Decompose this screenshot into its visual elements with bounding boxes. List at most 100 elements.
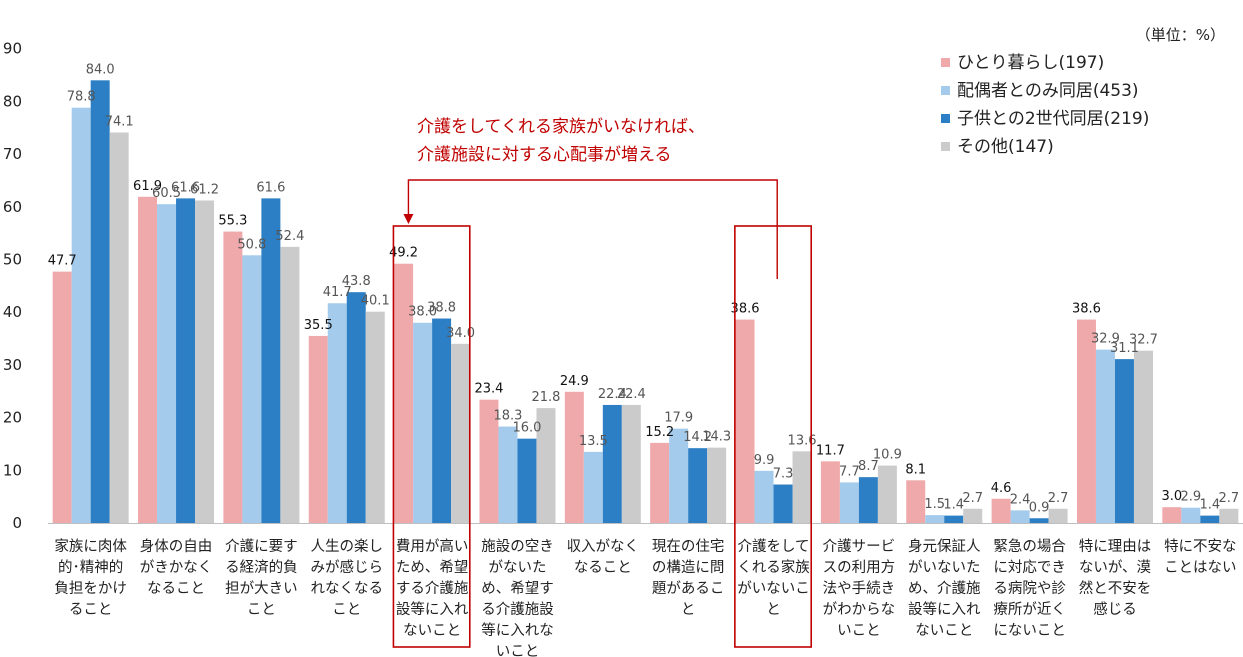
bar: [877, 465, 897, 523]
annotation-text: 介護施設に対する心配事が増える: [417, 145, 672, 165]
y-tick-label: 80: [3, 92, 22, 110]
unit-label: （単位：%）: [1136, 26, 1225, 44]
bar: [1076, 319, 1096, 523]
data-label: 11.7: [816, 443, 845, 458]
category-label: 緊急の場合に対応できる病院や診療所が近くにないこと: [993, 538, 1066, 639]
legend-swatch: [941, 142, 950, 151]
bar: [109, 132, 129, 524]
data-label: 60.5: [152, 186, 181, 201]
data-label: 61.2: [190, 182, 219, 197]
bar: [906, 480, 926, 523]
bar: [176, 198, 196, 524]
bar: [1048, 508, 1068, 523]
data-label: 17.9: [664, 411, 693, 426]
bar: [52, 271, 72, 523]
data-label: 16.0: [512, 421, 541, 436]
legend-swatch: [941, 114, 950, 123]
data-label: 38.0: [408, 305, 437, 320]
y-tick-label: 10: [3, 461, 22, 479]
y-tick-label: 70: [3, 145, 22, 163]
data-label: 8.7: [858, 459, 879, 474]
data-label: 38.6: [1072, 302, 1101, 317]
bar: [602, 404, 622, 523]
bar: [1162, 507, 1182, 523]
bar: [564, 391, 584, 523]
bar: [688, 448, 708, 523]
bar: [1181, 507, 1201, 523]
category-label: 特に不安なことはない: [1164, 538, 1237, 576]
data-label: 24.9: [560, 374, 589, 389]
bar: [1219, 508, 1239, 523]
annotation-text: 介護をしてくれる家族がいなければ、: [417, 117, 705, 137]
data-label: 13.6: [788, 433, 817, 448]
bar: [707, 447, 727, 523]
data-label: 9.9: [754, 453, 775, 468]
category-label: 費用が高いため、希望する介護施設等に入れないこと: [396, 538, 469, 639]
bar: [621, 404, 641, 523]
data-label: 61.6: [171, 180, 200, 195]
bar: [1114, 359, 1134, 523]
data-label: 50.8: [237, 237, 266, 252]
data-label: 32.9: [1091, 332, 1120, 347]
data-label: 47.7: [48, 254, 77, 269]
bar: [991, 498, 1011, 523]
data-label: 1.4: [943, 498, 964, 513]
data-label: 2.7: [962, 491, 983, 506]
bar: [1029, 518, 1049, 523]
data-label: 18.3: [493, 409, 522, 424]
y-tick-label: 90: [3, 40, 22, 58]
category-label: 身元保証人がいないため、介護施設等に入れないこと: [908, 538, 981, 639]
data-label: 61.6: [256, 180, 285, 195]
bar: [280, 246, 300, 524]
data-label: 15.2: [645, 425, 674, 440]
data-label: 2.7: [1048, 491, 1069, 506]
data-label: 78.8: [67, 90, 96, 105]
data-label: 10.9: [873, 448, 902, 463]
data-label: 23.4: [474, 382, 503, 397]
legend-label: 子供との2世代同居(219): [957, 109, 1149, 129]
data-label: 14.3: [702, 430, 731, 445]
bar: [394, 263, 414, 523]
data-label: 22.4: [598, 387, 627, 402]
bar: [858, 477, 878, 523]
data-label: 13.5: [579, 434, 608, 449]
bar: [650, 442, 670, 523]
bar: [346, 292, 366, 523]
data-label: 7.3: [773, 467, 794, 482]
data-label: 4.6: [991, 481, 1012, 496]
data-label: 22.4: [617, 387, 646, 402]
bar: [223, 231, 243, 523]
data-label: 1.4: [1199, 498, 1220, 513]
data-label: 41.7: [323, 285, 352, 300]
bar: [583, 451, 603, 523]
bar: [138, 196, 158, 524]
data-label: 52.4: [275, 229, 304, 244]
legend-swatch: [941, 58, 950, 67]
bar: [963, 508, 983, 523]
category-label: 家族に肉体的･精神的負担をかけること: [54, 538, 127, 618]
data-label: 38.8: [427, 301, 456, 316]
annotation-connector: [407, 179, 778, 279]
data-label: 31.1: [1110, 341, 1139, 356]
legend-label: 配偶者とのみ同居(453): [957, 81, 1139, 101]
data-label: 43.8: [342, 274, 371, 289]
bar: [1010, 510, 1030, 523]
data-label: 49.2: [389, 246, 418, 261]
bar: [71, 107, 91, 523]
bar: [195, 200, 215, 523]
bar: [1095, 349, 1115, 523]
bar: [925, 515, 945, 523]
y-tick-label: 60: [3, 198, 22, 216]
data-label: 38.6: [731, 302, 760, 317]
data-label: 61.9: [133, 179, 162, 194]
highlight-box: [734, 225, 813, 648]
data-label: 3.0: [1161, 489, 1182, 504]
bar: [432, 318, 452, 523]
bar: [479, 399, 499, 523]
arrowhead-icon: [403, 214, 414, 224]
data-label: 2.9: [1180, 490, 1201, 505]
data-label: 55.3: [218, 214, 247, 229]
category-label: 介護に要する経済的負担が大きいこと: [225, 538, 298, 618]
